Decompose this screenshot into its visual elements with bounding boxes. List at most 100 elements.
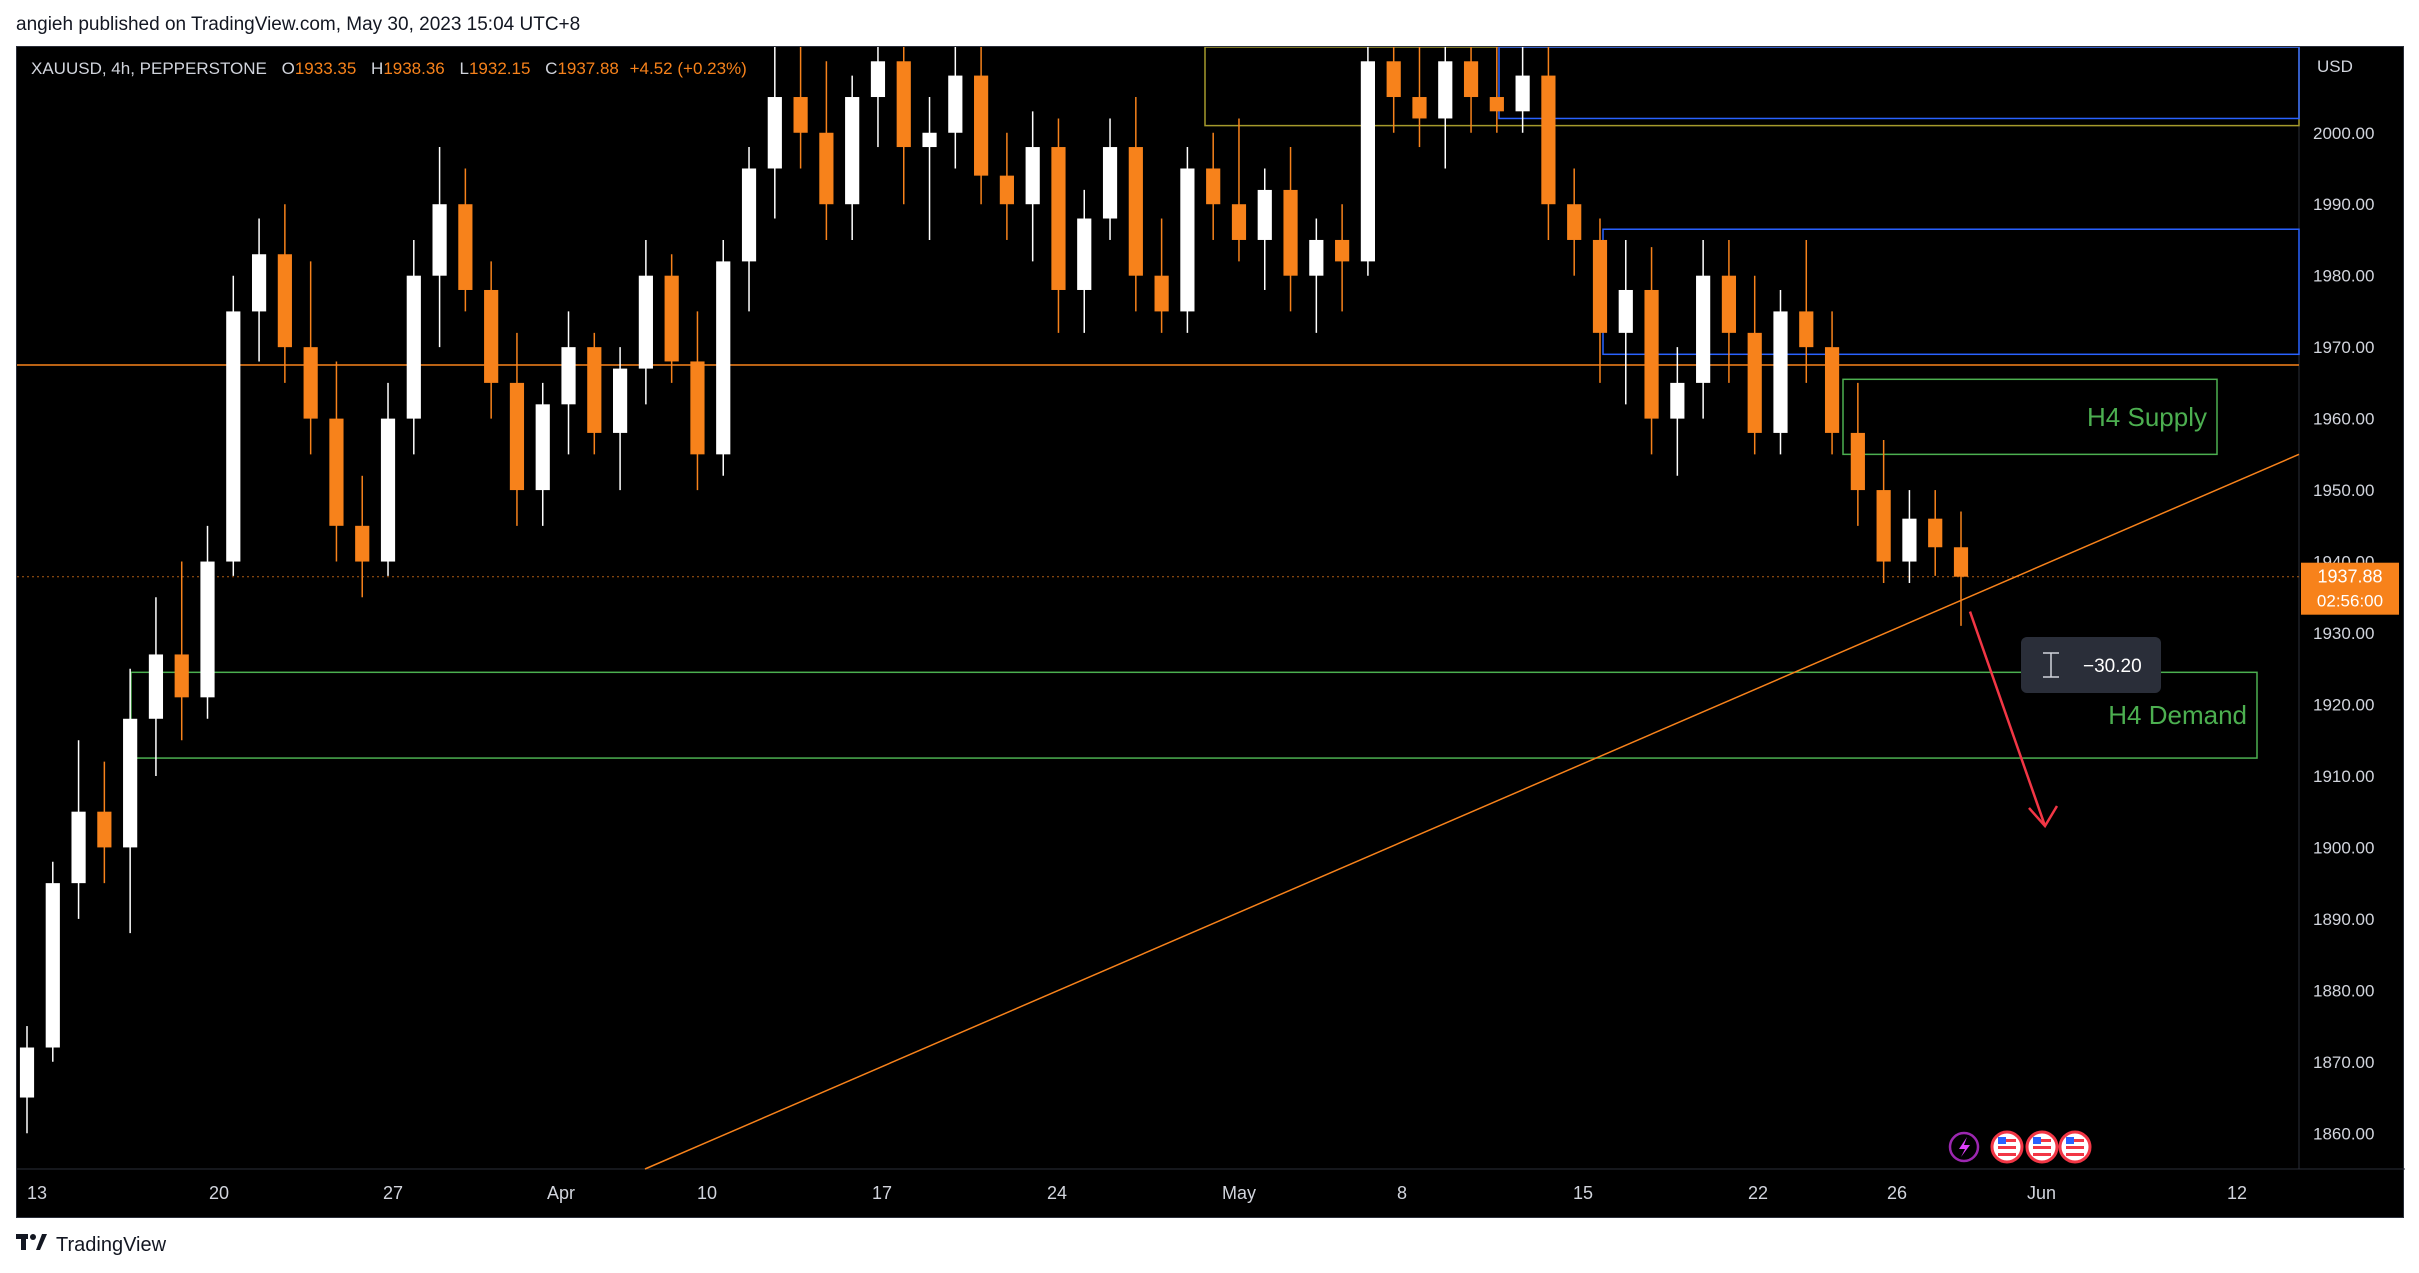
flag-stripe xyxy=(2033,1146,2051,1149)
currency-label: USD xyxy=(2317,57,2353,76)
price-tick-label: 1960.00 xyxy=(2313,410,2374,429)
flag-stripe xyxy=(1998,1139,2016,1142)
candle-body xyxy=(793,97,808,133)
price-tick-label: 1920.00 xyxy=(2313,695,2374,714)
candle-body xyxy=(1515,75,1530,112)
low-label: L xyxy=(459,59,469,78)
h4-demand-zone-label: H4 Demand xyxy=(2108,700,2247,730)
candle-body xyxy=(587,347,602,433)
event-icons[interactable] xyxy=(1948,1130,2092,1164)
candle-body xyxy=(509,382,525,491)
candle-body xyxy=(1128,147,1143,276)
candle-body xyxy=(226,311,241,562)
candle-body xyxy=(1309,239,1324,276)
brand-name[interactable]: TradingView xyxy=(56,1233,167,1256)
time-tick-label: 27 xyxy=(383,1183,403,1203)
candle-body xyxy=(767,97,782,169)
candle-body xyxy=(1824,347,1840,433)
price-tick-label: 1990.00 xyxy=(2313,195,2374,214)
candle-body xyxy=(845,97,860,205)
footer: TradingView xyxy=(16,1232,166,1258)
h4-supply-zone-label: H4 Supply xyxy=(2087,402,2207,432)
candle-body xyxy=(1025,147,1040,205)
ascending-trendline[interactable] xyxy=(644,453,2300,1170)
candle-body xyxy=(1876,490,1891,562)
candle-body xyxy=(1670,382,1685,419)
flag-stripe xyxy=(1998,1146,2016,1149)
flag-canton xyxy=(1998,1137,2006,1144)
flag-canton xyxy=(2033,1137,2041,1144)
candle-body xyxy=(1953,547,1969,577)
candle-body xyxy=(1438,61,1453,119)
price-tick-label: 1950.00 xyxy=(2313,481,2374,500)
candle-body xyxy=(1257,189,1272,240)
candle-body xyxy=(974,75,989,176)
candle-body xyxy=(1051,147,1066,290)
price-tick-label: 1880.00 xyxy=(2313,981,2374,1000)
candle-body xyxy=(148,654,164,719)
open-value: 1933.35 xyxy=(294,59,357,78)
price-tick-label: 1900.00 xyxy=(2313,838,2374,857)
lightning-icon[interactable] xyxy=(1948,1131,1980,1163)
candle-body xyxy=(664,275,679,362)
candle-body xyxy=(1773,311,1788,433)
candle-body xyxy=(561,347,576,405)
candle-body xyxy=(1541,75,1556,205)
h4-demand-zone[interactable] xyxy=(130,671,2258,759)
candle-body xyxy=(1463,61,1479,98)
candle-body xyxy=(380,418,396,562)
candle-body xyxy=(484,289,499,383)
candle-body xyxy=(819,132,834,205)
high-label: H xyxy=(371,59,384,78)
price-chart[interactable]: H4 Supply H4 Demand 1860.00 1870.00 1880.00 1… xyxy=(17,47,2405,1219)
measure-value: −30.20 xyxy=(2083,656,2142,677)
candle-body xyxy=(1102,147,1118,219)
time-tick-label: 8 xyxy=(1397,1183,1407,1203)
flag-stripe xyxy=(2066,1153,2084,1156)
time-tick-label: 15 xyxy=(1573,1183,1593,1203)
candle-body xyxy=(638,275,653,369)
time-tick-label: 22 xyxy=(1748,1183,1768,1203)
candle-body xyxy=(922,132,937,148)
candle-body xyxy=(45,883,60,1048)
h4-supply-zone[interactable] xyxy=(1842,378,2218,456)
arrow-head-icon xyxy=(2028,805,2059,829)
candle-body xyxy=(999,175,1014,205)
low-value: 1932.15 xyxy=(468,59,531,78)
flag-canton xyxy=(2066,1137,2074,1144)
candle-body xyxy=(690,361,705,455)
candle-body xyxy=(1154,275,1169,312)
candle-body xyxy=(458,204,473,290)
candle-body xyxy=(329,418,344,526)
change-value: +4.52 (+0.23%) xyxy=(629,59,747,78)
close-label: C xyxy=(545,59,558,78)
price-tick-label: 2000.00 xyxy=(2313,124,2374,143)
candle-body xyxy=(1592,239,1608,333)
price-tick-label: 1870.00 xyxy=(2313,1053,2374,1072)
price-tick-label: 1970.00 xyxy=(2313,338,2374,357)
time-tick-label: May xyxy=(1222,1183,1256,1203)
blue-top-zone[interactable] xyxy=(1498,47,2300,120)
candle-body xyxy=(870,61,886,98)
bar-countdown: 02:56:00 xyxy=(2317,592,2383,611)
last-price-tag xyxy=(2301,562,2399,615)
time-tick-label: 13 xyxy=(27,1183,47,1203)
tradingview-logo-icon[interactable] xyxy=(16,1232,48,1258)
candle-body xyxy=(277,254,292,348)
candle-body xyxy=(535,404,550,491)
price-tick-label: 1890.00 xyxy=(2313,910,2374,929)
candle-body xyxy=(1618,289,1633,333)
time-tick-label: 20 xyxy=(209,1183,229,1203)
candle-body xyxy=(1799,311,1814,348)
symbol-label[interactable]: XAUUSD, 4h, PEPPERSTONE xyxy=(31,59,267,78)
candle-body xyxy=(174,654,189,698)
candle-body xyxy=(1386,61,1401,98)
last-price-value: 1937.88 xyxy=(2317,567,2382,587)
price-tick-label: 1910.00 xyxy=(2313,767,2374,786)
bearish-arrow[interactable] xyxy=(1968,611,2047,827)
candle-body xyxy=(716,261,731,455)
lightning-bolt-icon xyxy=(1959,1137,1970,1157)
chart-pane[interactable]: H4 Supply H4 Demand 1860.00 1870.00 1880.00 1… xyxy=(16,46,2405,1219)
high-value: 1938.36 xyxy=(383,59,445,78)
candle-body xyxy=(1696,275,1711,383)
